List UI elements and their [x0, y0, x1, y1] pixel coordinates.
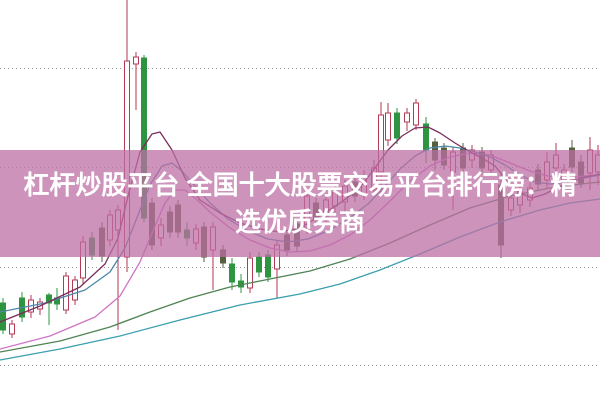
candle-body — [265, 254, 271, 278]
candle-body — [46, 294, 52, 304]
candle-body — [9, 323, 15, 335]
candle-body — [0, 302, 6, 331]
candle-body — [385, 112, 391, 141]
candle-body — [229, 263, 235, 283]
candle-body — [247, 257, 253, 289]
candle-body — [133, 56, 139, 65]
headline-line-1: 杠杆炒股平台 全国十大股票交易平台排行榜：精 — [23, 169, 577, 200]
candle-body — [256, 256, 262, 273]
candle-body — [413, 102, 419, 126]
headline-line-2: 选优质券商 — [234, 206, 365, 237]
candle-body — [394, 112, 400, 139]
candle-body — [404, 112, 410, 123]
headline-banner: 杠杆炒股平台 全国十大股票交易平台排行榜：精 选优质券商 — [0, 150, 600, 257]
